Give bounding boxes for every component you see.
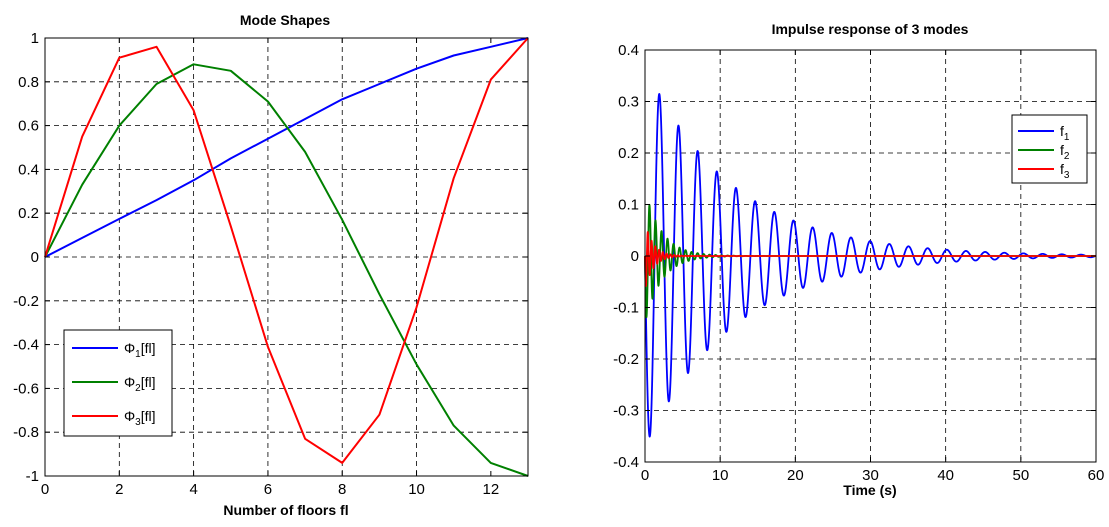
impulse-response-title: Impulse response of 3 modes bbox=[772, 21, 969, 37]
x-tick-label: 20 bbox=[787, 467, 804, 484]
legend-label-sub: 2 bbox=[1064, 151, 1070, 162]
legend-label: f3 bbox=[1060, 161, 1070, 181]
legend-label-main: f bbox=[1060, 161, 1064, 177]
series-line-phi1 bbox=[44, 37, 529, 258]
x-tick-label: 30 bbox=[862, 467, 879, 484]
legend-label-sub: 1 bbox=[135, 349, 141, 360]
x-tick-label: 60 bbox=[1088, 467, 1105, 484]
series-line-phi3 bbox=[44, 37, 529, 464]
y-tick-label: -0.1 bbox=[613, 300, 639, 317]
legend-label-sub: 2 bbox=[135, 383, 141, 394]
mode-shapes-series bbox=[44, 37, 529, 477]
series-line-f1 bbox=[644, 93, 1097, 438]
x-tick-label: 0 bbox=[41, 481, 49, 498]
legend-label-sub: 3 bbox=[135, 417, 141, 428]
mode-shapes-title: Mode Shapes bbox=[240, 12, 330, 28]
legend-label-rest: [fl] bbox=[141, 408, 156, 424]
legend-label-main: Φ bbox=[124, 374, 135, 390]
mode-shapes-x-axis-label: Number of floors fl bbox=[223, 502, 348, 518]
legend-label-sub: 3 bbox=[1064, 170, 1070, 181]
x-tick-label: 8 bbox=[338, 481, 346, 498]
y-tick-label: 0.4 bbox=[618, 42, 639, 59]
legend-label: f1 bbox=[1060, 123, 1070, 143]
y-tick-label: 0.1 bbox=[618, 197, 639, 214]
x-tick-label: 10 bbox=[712, 467, 729, 484]
legend-label-main: Φ bbox=[124, 340, 135, 356]
y-tick-label: -0.2 bbox=[13, 293, 39, 310]
legend-label-main: f bbox=[1060, 123, 1064, 139]
mode-shapes-chart: Mode Shapes 0 2 4 6 8 10 12-1-0.8-0.6-0.4-0.20… bbox=[13, 12, 529, 518]
impulse-response-x-axis-label: Time (s) bbox=[843, 482, 896, 498]
y-tick-label: 1 bbox=[31, 30, 39, 47]
x-tick-label: 0 bbox=[641, 467, 649, 484]
y-tick-label: 0 bbox=[31, 249, 39, 266]
y-tick-label: 0 bbox=[631, 248, 639, 265]
y-tick-label: 0.8 bbox=[18, 74, 39, 91]
legend-label: Φ1[fl] bbox=[124, 340, 156, 360]
y-tick-label: -0.4 bbox=[13, 337, 39, 354]
legend-label-rest: [fl] bbox=[141, 374, 156, 390]
legend-label-main: Φ bbox=[124, 408, 135, 424]
y-tick-label: -0.8 bbox=[13, 424, 39, 441]
series-line-f3 bbox=[644, 231, 1097, 287]
y-tick-label: -0.3 bbox=[613, 403, 639, 420]
y-tick-label: 0.4 bbox=[18, 161, 39, 178]
legend-label: Φ2[fl] bbox=[124, 374, 156, 394]
y-tick-label: 0.2 bbox=[618, 145, 639, 162]
x-tick-label: 12 bbox=[483, 481, 500, 498]
mode-shapes-ticks: 0 2 4 6 8 10 12-1-0.8-0.6-0.4-0.200.20.40.60.8… bbox=[13, 30, 528, 498]
legend-label: Φ3[fl] bbox=[124, 408, 156, 428]
legend-label: f2 bbox=[1060, 142, 1070, 162]
legend-label-main: f bbox=[1060, 142, 1064, 158]
mode-shapes-legend: Φ1[fl]Φ2[fl]Φ3[fl] bbox=[63, 329, 173, 437]
legend-label-rest: [fl] bbox=[141, 340, 156, 356]
x-tick-label: 2 bbox=[115, 481, 123, 498]
y-tick-label: 0.2 bbox=[18, 205, 39, 222]
y-tick-label: -0.2 bbox=[613, 351, 639, 368]
y-tick-label: -0.6 bbox=[13, 380, 39, 397]
impulse-response-series bbox=[644, 93, 1097, 438]
x-tick-label: 50 bbox=[1012, 467, 1029, 484]
x-tick-label: 4 bbox=[189, 481, 197, 498]
y-tick-label: -1 bbox=[26, 468, 39, 485]
series-line-phi2 bbox=[44, 63, 529, 477]
legend-label-sub: 1 bbox=[1064, 132, 1070, 143]
x-tick-label: 6 bbox=[264, 481, 272, 498]
y-tick-label: 0.3 bbox=[618, 94, 639, 111]
y-tick-label: 0.6 bbox=[18, 118, 39, 135]
impulse-response-ticks: 0 10 20 30 40 50 60 -0.4 -0.3 -0.2 -0.1 0 0.1 0.2 0.3 0… bbox=[613, 42, 1104, 484]
impulse-response-chart: Impulse response of 3 modes 0 10 20 30 40 50 6… bbox=[613, 21, 1104, 498]
x-tick-label: 10 bbox=[408, 481, 425, 498]
y-tick-label: -0.4 bbox=[613, 454, 639, 471]
x-tick-label: 40 bbox=[937, 467, 954, 484]
